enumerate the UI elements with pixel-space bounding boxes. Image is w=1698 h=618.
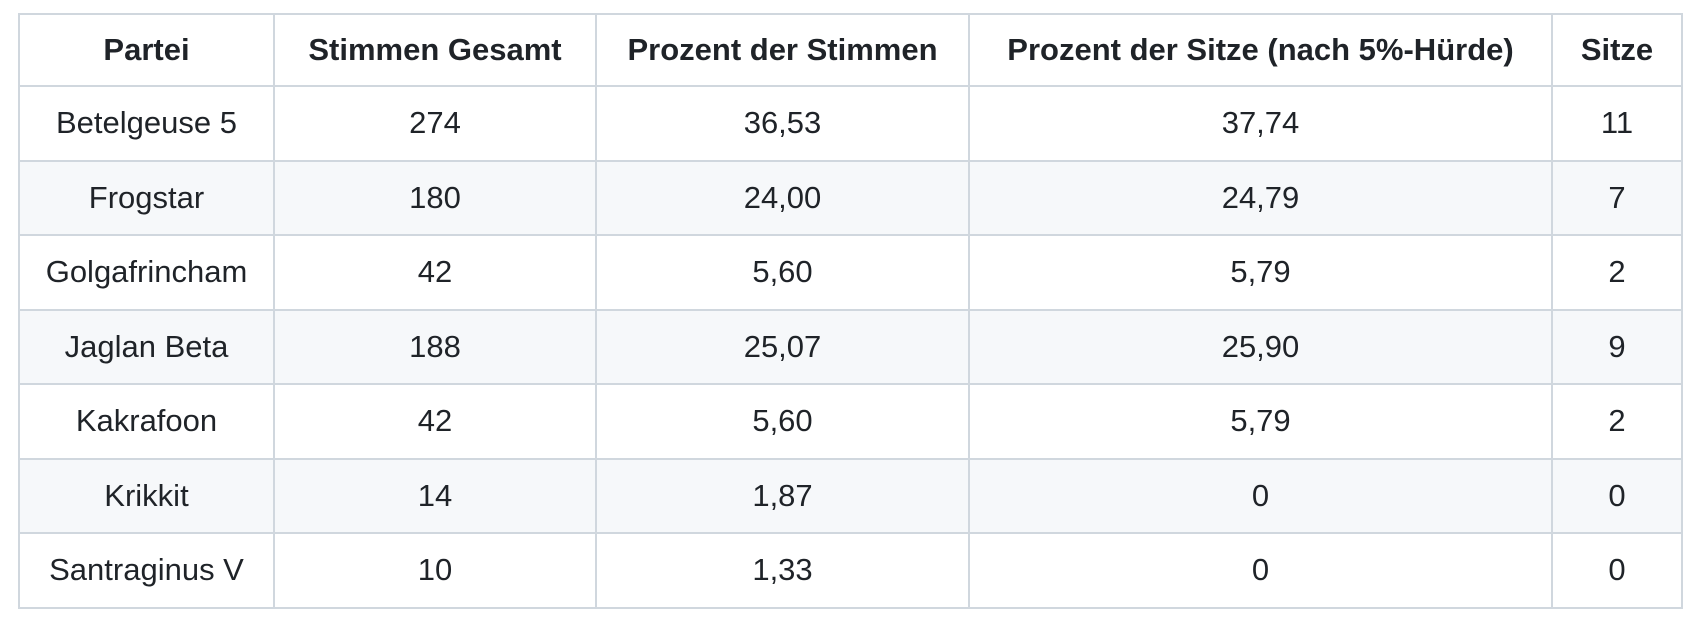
value-cell: 1,33 [595,532,970,609]
value-cell: 5,79 [968,234,1553,311]
party-cell: Betelgeuse 5 [18,85,275,162]
value-cell: 25,90 [968,308,1553,385]
value-cell: 11 [1551,85,1683,162]
value-cell: 42 [273,234,597,311]
value-cell: 42 [273,383,597,460]
value-cell: 274 [273,85,597,162]
value-cell: 2 [1551,383,1683,460]
column-header: Stimmen Gesamt [273,13,597,87]
column-header: Sitze [1551,13,1683,87]
value-cell: 5,60 [595,383,970,460]
table-row: Santraginus V 10 1,33 0 0 [18,532,1683,609]
header-row: Partei Stimmen Gesamt Prozent der Stimmen P… [18,13,1683,87]
value-cell: 24,79 [968,159,1553,236]
column-header: Prozent der Stimmen [595,13,970,87]
table-row: Krikkit 14 1,87 0 0 [18,457,1683,534]
value-cell: 10 [273,532,597,609]
party-cell: Golgafrincham [18,234,275,311]
value-cell: 5,60 [595,234,970,311]
election-results-table: Partei Stimmen Gesamt Prozent der Stimmen P… [18,13,1683,609]
value-cell: 9 [1551,308,1683,385]
table-row: Betelgeuse 5 274 36,53 37,74 11 [18,85,1683,162]
value-cell: 36,53 [595,85,970,162]
value-cell: 7 [1551,159,1683,236]
table-body: Betelgeuse 5 274 36,53 37,74 11 Frogstar 180 24… [18,85,1683,609]
value-cell: 0 [1551,457,1683,534]
table-row: Frogstar 180 24,00 24,79 7 [18,159,1683,236]
value-cell: 5,79 [968,383,1553,460]
table-row: Golgafrincham 42 5,60 5,79 2 [18,234,1683,311]
value-cell: 180 [273,159,597,236]
party-cell: Santraginus V [18,532,275,609]
table-row: Kakrafoon 42 5,60 5,79 2 [18,383,1683,460]
party-cell: Frogstar [18,159,275,236]
table-row: Jaglan Beta 188 25,07 25,90 9 [18,308,1683,385]
value-cell: 24,00 [595,159,970,236]
table-header: Partei Stimmen Gesamt Prozent der Stimmen P… [18,13,1683,87]
party-cell: Kakrafoon [18,383,275,460]
value-cell: 0 [968,532,1553,609]
value-cell: 37,74 [968,85,1553,162]
party-cell: Jaglan Beta [18,308,275,385]
column-header: Prozent der Sitze (nach 5%-Hürde) [968,13,1553,87]
value-cell: 0 [968,457,1553,534]
value-cell: 0 [1551,532,1683,609]
value-cell: 188 [273,308,597,385]
party-cell: Krikkit [18,457,275,534]
value-cell: 14 [273,457,597,534]
value-cell: 1,87 [595,457,970,534]
value-cell: 2 [1551,234,1683,311]
value-cell: 25,07 [595,308,970,385]
column-header: Partei [18,13,275,87]
